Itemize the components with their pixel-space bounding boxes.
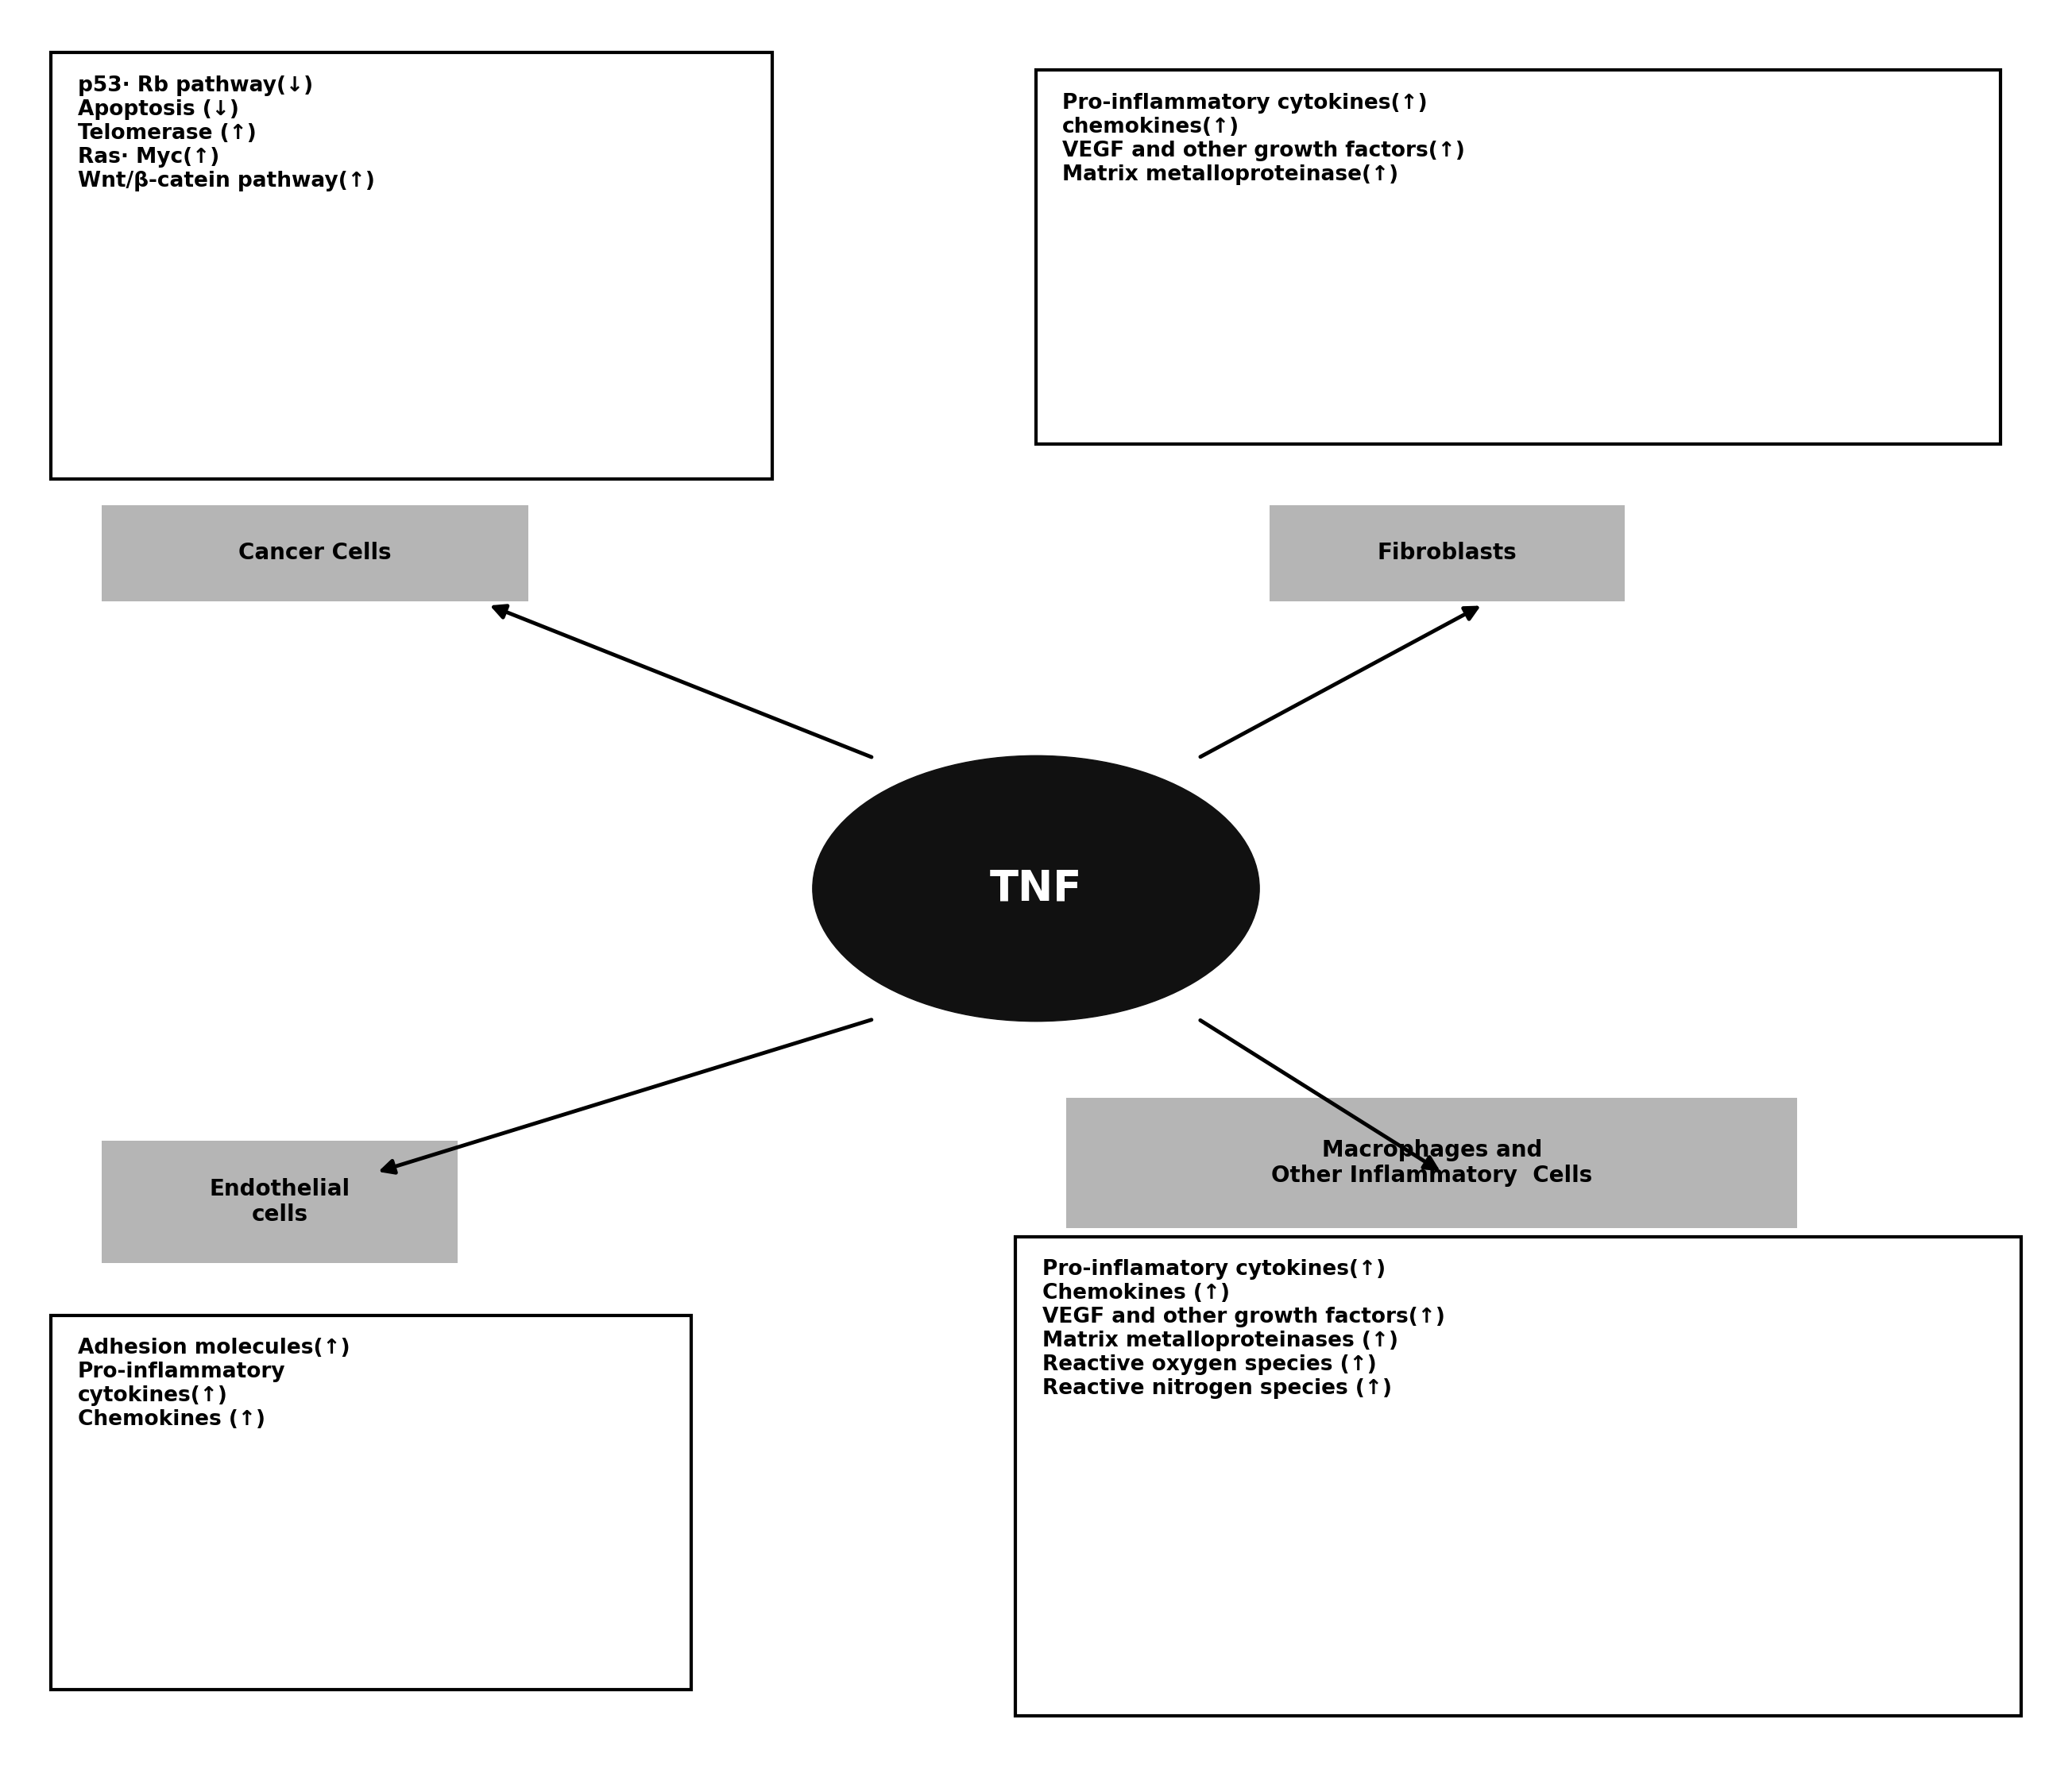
Text: TNF: TNF [990, 867, 1082, 910]
FancyBboxPatch shape [52, 1315, 690, 1690]
Text: Pro-inflammatory cytokines(↑)
chemokines(↑)
VEGF and other growth factors(↑)
Mat: Pro-inflammatory cytokines(↑) chemokines… [1063, 92, 1465, 185]
Text: Cancer Cells: Cancer Cells [238, 542, 392, 565]
Text: p53· Rb pathway(↓)
Apoptosis (↓)
Telomerase (↑)
Ras· Myc(↑)
Wnt/β-catein pathway: p53· Rb pathway(↓) Apoptosis (↓) Telomer… [77, 75, 375, 192]
Text: Endothelial
cells: Endothelial cells [209, 1178, 350, 1226]
FancyBboxPatch shape [1067, 1098, 1798, 1228]
FancyBboxPatch shape [102, 505, 528, 601]
Text: Pro-inflamatory cytokines(↑)
Chemokines (↑)
VEGF and other growth factors(↑)
Mat: Pro-inflamatory cytokines(↑) Chemokines … [1042, 1260, 1444, 1398]
Text: Adhesion molecules(↑)
Pro-inflammatory
cytokines(↑)
Chemokines (↑): Adhesion molecules(↑) Pro-inflammatory c… [77, 1338, 350, 1430]
Ellipse shape [812, 755, 1260, 1022]
FancyBboxPatch shape [52, 53, 773, 480]
Text: Macrophages and
Other Inflammatory  Cells: Macrophages and Other Inflammatory Cells [1272, 1139, 1593, 1187]
Text: Fibroblasts: Fibroblasts [1378, 542, 1517, 565]
FancyBboxPatch shape [102, 1141, 458, 1263]
FancyBboxPatch shape [1015, 1237, 2020, 1717]
FancyBboxPatch shape [1036, 69, 2002, 444]
FancyBboxPatch shape [1270, 505, 1624, 601]
